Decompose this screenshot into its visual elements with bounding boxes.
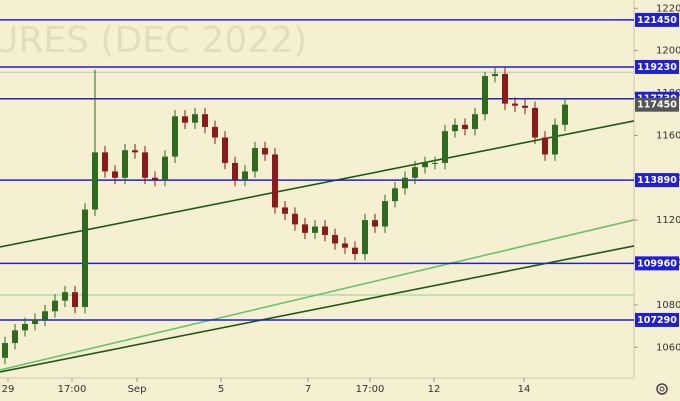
candle-body [492,73,498,77]
candle-body [72,292,78,308]
x-tick-label: 14 [518,384,531,395]
candle-body [172,116,178,157]
y-tick-label: 122000 [656,3,680,14]
candle-body [532,107,538,138]
candle-body [382,201,388,227]
candle-body [32,319,38,324]
watermark: URES (DEC 2022) [0,20,307,61]
candle-body [252,148,258,172]
candle-body [302,224,308,233]
candle-body [502,73,508,104]
candle-body [182,116,188,123]
trend-line [0,245,635,373]
trend-line [0,219,635,371]
candle-body [322,226,328,235]
candle-body [512,103,518,106]
x-tick-label: 12 [428,384,441,395]
gear-icon [659,386,665,392]
price-label: 107290 [637,315,677,326]
price-label-box [635,256,679,271]
candle-body [262,148,268,155]
gear-icon [656,383,668,395]
candle-body [132,150,138,153]
candle-body [102,152,108,172]
candle-body [542,137,548,155]
price-label: 117450 [637,100,677,111]
candle-body [162,156,168,180]
candle-body [2,343,8,358]
price-label-box [635,97,679,112]
candle-body [562,104,568,125]
candle-body [402,177,408,189]
price-label: 121450 [637,15,677,26]
candle-body [432,162,438,164]
candle-body [42,311,48,320]
y-tick-label: 120000 [656,46,680,57]
candle-body [112,171,118,178]
candle-body [122,150,128,178]
candle-body [442,131,448,163]
price-label-box [635,173,679,188]
candle-body [142,152,148,178]
candle-body [352,247,358,255]
x-tick-label: 17:00 [356,384,385,395]
x-tick-label: 5 [218,384,224,395]
y-tick-label: 108000 [656,300,680,311]
candle-body [372,220,378,227]
candle-body [212,126,218,138]
candle-body [452,124,458,132]
price-label: 109960 [637,258,677,269]
candle-body [312,226,318,233]
candle-body [272,154,278,208]
candle-body [62,292,68,301]
x-tick-label: 7 [305,384,311,395]
candle-body [482,76,488,115]
candle-body [342,243,348,248]
candle-body [522,105,528,108]
price-label-box [635,312,679,327]
price-label: 119230 [637,62,677,73]
candle-body [152,177,158,180]
settings-button[interactable] [656,383,668,395]
y-tick-label: 112000 [656,215,680,226]
candle-body [192,114,198,123]
x-tick-label: 29 [2,384,15,395]
x-tick-label: 17:00 [58,384,87,395]
candle-body [362,220,368,255]
candle-body [82,209,88,308]
candle-body [52,300,58,312]
candle-body [552,124,558,155]
trend-line [0,120,635,248]
price-label-box [635,59,679,74]
candle-body [202,114,208,127]
y-tick-label: 106000 [656,342,680,353]
candle-body [242,171,248,180]
y-tick-label: 116000 [656,130,680,141]
candle-body [282,207,288,214]
candle-body [332,234,338,244]
candle-body [422,162,428,168]
price-label: 113890 [637,175,677,186]
candle-body [292,213,298,225]
candle-body [412,167,418,178]
candle-body [462,124,468,130]
x-tick-label: Sep [128,384,147,395]
price-label-box [635,12,679,27]
candle-body [12,330,18,344]
candle-body [232,162,238,180]
candle-body [472,114,478,130]
candle-body [22,323,28,331]
candle-body [92,152,98,210]
candle-body [222,137,228,163]
candle-body [392,188,398,202]
